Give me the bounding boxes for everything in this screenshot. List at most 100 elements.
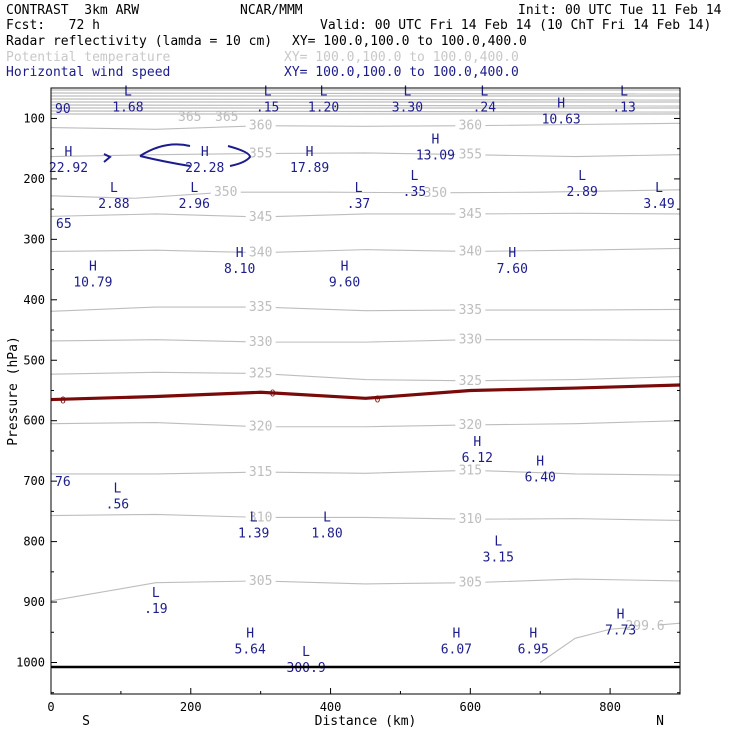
model-title: CONTRAST 3km ARW [6, 3, 140, 18]
theta-label-bg [455, 416, 486, 431]
theta-label-bg [245, 509, 276, 524]
theta-contour-360 [50, 122, 681, 130]
theta-contour-label: 305 [249, 574, 272, 589]
wind-extremum-value: 6.12 [462, 451, 493, 466]
wind-extremum-marker-l: L [480, 84, 488, 99]
wind-extremum-marker-h: H [246, 627, 254, 642]
theta-contour-label: 325 [459, 374, 482, 389]
theta-contour-label: 325 [249, 367, 272, 382]
wind-extremum-marker-l: L [190, 181, 198, 196]
theta-contour-label: 299.6 [625, 619, 664, 634]
theta-contour-label: 330 [249, 335, 272, 350]
wind-extremum-marker-h: H [236, 246, 244, 261]
wind-extremum-marker-l: L [250, 511, 258, 526]
y-tick-label: 100 [23, 111, 45, 125]
field-wind-speed: Horizontal wind speed [6, 65, 171, 80]
theta-upper-band-line [50, 98, 681, 101]
theta-contour-label: 340 [459, 244, 482, 259]
theta-contour-340 [50, 247, 681, 254]
theta-label-bg [245, 117, 276, 132]
wind-extremum-value: .56 [106, 498, 129, 513]
wind-extremum-value: 22.92 [49, 161, 88, 176]
theta-label-bg [630, 618, 661, 633]
wind-extremum-marker-l: L [264, 84, 272, 99]
theta-contour-345 [50, 212, 681, 218]
theta-label-bg [245, 244, 276, 259]
wind-extremum-value: 2.89 [566, 185, 597, 200]
edge-value-label: 65 [56, 217, 72, 232]
x-tick-label: 200 [180, 700, 202, 714]
wind-extremum-marker-l: L [578, 169, 586, 184]
wind-extremum-marker-l: L [113, 482, 121, 497]
field-radar-reflectivity: Radar reflectivity (lamda = 10 cm) [6, 34, 273, 49]
wind-extremum-value: 300.9 [287, 661, 326, 676]
theta-contour-label: 350 [214, 185, 237, 200]
theta-contour-label: 350 [424, 186, 447, 201]
theta-contour-310 [50, 513, 681, 521]
x-tick-label: 0 [47, 700, 54, 714]
theta-contour-label: 335 [459, 303, 482, 318]
wind-extremum-marker-l: L [355, 181, 363, 196]
theta-contour-label: 310 [459, 512, 482, 527]
theta-contour-label: 330 [459, 333, 482, 348]
edge-value-label: 76 [55, 475, 71, 490]
wind-extremum-value: 9.60 [329, 276, 360, 291]
theta-contour-350 [50, 189, 681, 199]
forecast-hour: Fcst: 72 h [6, 18, 100, 33]
zero-line-label: 0 [60, 396, 66, 407]
theta-contour-label: 315 [459, 463, 482, 478]
valid-time: Valid: 00 UTC Fri 14 Feb 14 (10 ChT Fri … [320, 18, 712, 33]
theta-label-bg [455, 574, 486, 589]
theta-label-bg [455, 243, 486, 258]
x-tick-label: 400 [320, 700, 342, 714]
theta-label-bg [245, 365, 276, 380]
y-tick-label: 500 [23, 353, 45, 367]
wind-jet-contour-right [227, 145, 252, 167]
theta-label-bg [245, 145, 276, 160]
theta-label-bg [210, 184, 241, 199]
wind-extremum-marker-h: H [473, 435, 481, 450]
theta-label-bg [455, 117, 486, 132]
wind-extremum-value: 2.96 [179, 197, 210, 212]
theta-contour-305 [50, 578, 681, 602]
wind-extremum-value: 6.95 [518, 643, 549, 658]
wind-extremum-value: 17.89 [290, 161, 329, 176]
wind-extremum-marker-l: L [620, 84, 628, 99]
wind-extremum-marker-l: L [404, 84, 412, 99]
theta-label-bg [455, 462, 486, 477]
wind-extremum-marker-h: H [89, 260, 97, 275]
wind-extremum-value: 8.10 [224, 262, 255, 277]
field-potential-temperature: Potential temperature [6, 50, 171, 65]
theta-contour-330 [50, 339, 681, 343]
theta-contour-315 [51, 469, 681, 476]
wind-extremum-value: 6.07 [441, 643, 472, 658]
wind-extremum-marker-h: H [201, 145, 209, 160]
y-tick-label: 400 [23, 293, 45, 307]
theta-contour-label: 305 [459, 576, 482, 591]
theta-contour-325 [50, 371, 681, 382]
wind-jet-contour-tip [103, 153, 112, 163]
wind-extremum-value: 1.80 [311, 527, 342, 542]
zero-line-label: 0 [270, 388, 276, 399]
wind-extremum-marker-h: H [65, 145, 73, 160]
wind-extremum-marker-h: H [617, 607, 625, 622]
wind-extremum-marker-l: L [302, 645, 310, 660]
wind-extremum-value: .35 [403, 185, 426, 200]
theta-upper-band-line [50, 104, 681, 107]
theta-label-bg [245, 208, 276, 223]
theta-label-bg [455, 205, 486, 220]
wind-extremum-marker-l: L [411, 169, 419, 184]
wind-extremum-value: 5.64 [235, 643, 266, 658]
wind-extremum-value: 3.30 [392, 100, 423, 115]
theta-contour-320 [50, 420, 681, 428]
wind-extremum-value: 1.20 [308, 100, 339, 115]
theta-contour-label: 320 [249, 420, 272, 435]
wind-extremum-value: 7.60 [497, 262, 528, 277]
y-tick-label: 900 [23, 595, 45, 609]
y-tick-label: 200 [23, 172, 45, 186]
wind-extremum-value: 1.39 [238, 527, 269, 542]
south-end-label: S [82, 714, 90, 729]
x-tick-label: 800 [599, 700, 621, 714]
theta-label-bg [455, 331, 486, 346]
wind-extremum-value: 22.28 [185, 161, 224, 176]
